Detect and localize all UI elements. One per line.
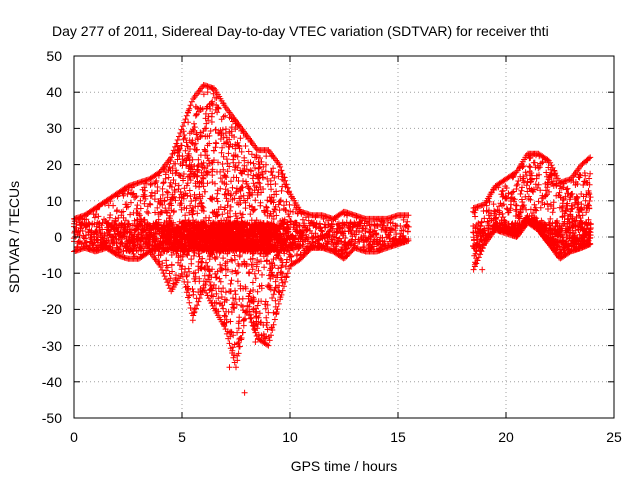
- y-tick-label: 40: [46, 84, 62, 100]
- x-tick-label: 20: [498, 429, 514, 445]
- x-axis-title: GPS time / hours: [291, 458, 398, 474]
- y-tick-label: -40: [42, 374, 62, 390]
- y-tick-label: -30: [42, 338, 62, 354]
- y-tick-label: 0: [54, 229, 62, 245]
- y-tick-label: -10: [42, 265, 62, 281]
- y-tick-label: 50: [46, 48, 62, 64]
- x-tick-label: 5: [178, 429, 186, 445]
- y-tick-label: 20: [46, 157, 62, 173]
- x-tick-label: 25: [606, 429, 622, 445]
- y-axis-title: SDTVAR / TECUs: [6, 181, 22, 293]
- x-tick-label: 15: [390, 429, 406, 445]
- y-tick-label: 30: [46, 120, 62, 136]
- y-tick-label: 10: [46, 193, 62, 209]
- x-tick-label: 10: [282, 429, 298, 445]
- chart-title: Day 277 of 2011, Sidereal Day-to-day VTE…: [52, 23, 549, 39]
- axis-ticks: [73, 55, 615, 419]
- x-tick-label: 0: [70, 429, 78, 445]
- y-tick-label: -20: [42, 301, 62, 317]
- y-tick-label: -50: [42, 410, 62, 426]
